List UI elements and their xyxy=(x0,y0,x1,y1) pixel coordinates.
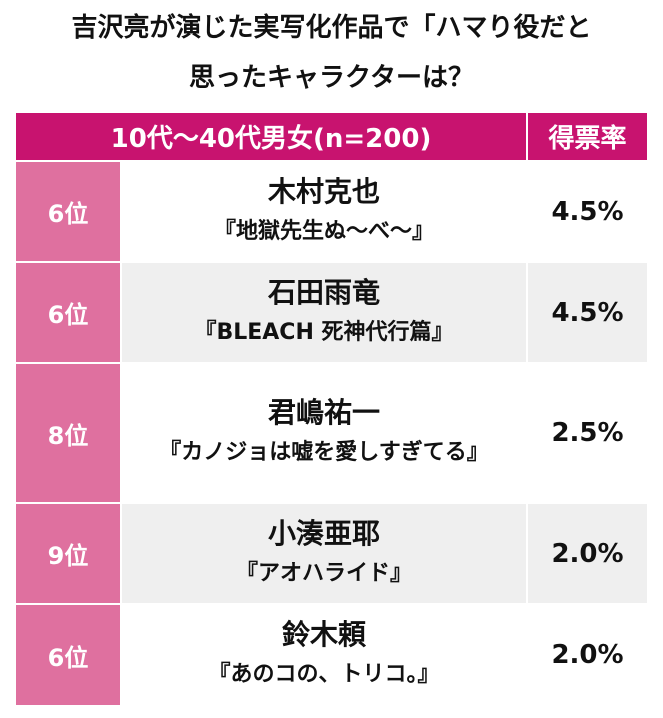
rank-label: 6位 xyxy=(16,603,122,705)
character-cell: 小湊亜耶 『アオハライド』 xyxy=(121,502,527,604)
work-title: 『地獄先生ぬ〜べ〜』 xyxy=(213,218,434,244)
work-title: 『あのコの、トリコ。』 xyxy=(208,662,440,687)
rank-label: 6位 xyxy=(16,160,122,262)
work-title: 『BLEACH 死神代行篇』 xyxy=(194,319,454,345)
vote-percent: 4.5% xyxy=(526,261,647,363)
table-row: 8位 君嶋祐一 『カノジョは嘘を愛しすぎてる』 2.5% xyxy=(16,362,647,503)
vote-percent: 4.5% xyxy=(526,160,647,262)
character-cell: 木村克也 『地獄先生ぬ〜べ〜』 xyxy=(121,160,527,262)
title-line-1: 吉沢亮が演じた実写化作品で「ハマり役だと xyxy=(71,13,592,43)
header-sample-label: 10代〜40代男女(n=200) xyxy=(16,113,528,161)
table-header-row: 10代〜40代男女(n=200) 得票率 xyxy=(16,113,647,161)
character-name: 石田雨竜 xyxy=(267,275,380,309)
character-name: 君嶋祐一 xyxy=(267,396,380,429)
ranking-table: 10代〜40代男女(n=200) 得票率 6位 木村克也 『地獄先生ぬ〜べ〜』 … xyxy=(16,113,647,705)
title-line-2: 思ったキャラクターは？ xyxy=(189,63,474,93)
table-row: 6位 木村克也 『地獄先生ぬ〜べ〜』 4.5% xyxy=(16,160,647,262)
table-row: 6位 石田雨竜 『BLEACH 死神代行篇』 4.5% xyxy=(16,261,647,363)
table-row: 6位 鈴木頼 『あのコの、トリコ。』 2.0% xyxy=(16,603,647,705)
character-cell: 石田雨竜 『BLEACH 死神代行篇』 xyxy=(121,261,527,363)
character-cell: 君嶋祐一 『カノジョは嘘を愛しすぎてる』 xyxy=(121,362,527,503)
vote-percent: 2.5% xyxy=(526,362,647,503)
rank-label: 6位 xyxy=(16,261,122,363)
character-name: 鈴木頼 xyxy=(281,618,366,651)
character-name: 小湊亜耶 xyxy=(267,516,380,550)
table-row: 9位 小湊亜耶 『アオハライド』 2.0% xyxy=(16,502,647,604)
vote-percent: 2.0% xyxy=(526,502,647,604)
page-title: 吉沢亮が演じた実写化作品で「ハマり役だと 思ったキャラクターは？ xyxy=(0,0,663,103)
rank-label: 8位 xyxy=(16,362,122,503)
character-name: 木村克也 xyxy=(267,174,380,208)
rank-label: 9位 xyxy=(16,502,122,604)
work-title: 『カノジョは嘘を愛しすぎてる』 xyxy=(159,440,489,465)
header-vote-rate-label: 得票率 xyxy=(526,113,647,161)
character-cell: 鈴木頼 『あのコの、トリコ。』 xyxy=(121,603,527,705)
work-title: 『アオハライド』 xyxy=(235,560,412,586)
vote-percent: 2.0% xyxy=(526,603,647,705)
